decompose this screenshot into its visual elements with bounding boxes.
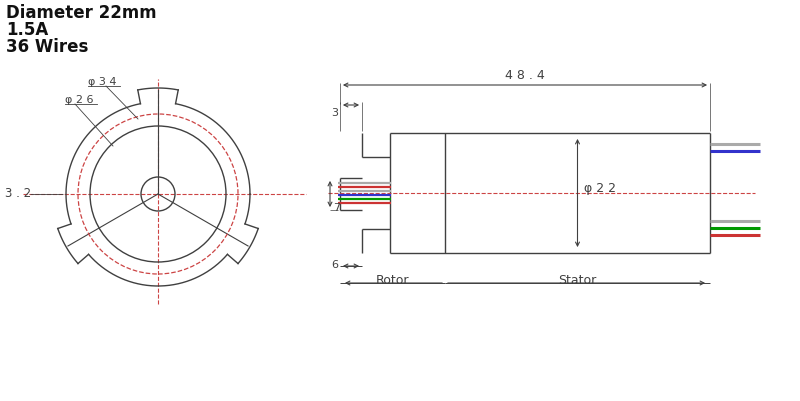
Text: φ 2 6: φ 2 6 [65, 95, 94, 105]
Text: φ 2 2: φ 2 2 [583, 182, 615, 195]
Text: 3: 3 [331, 108, 338, 118]
Text: Stator: Stator [558, 273, 597, 286]
Text: 6: 6 [331, 259, 338, 269]
Text: φ 3 4: φ 3 4 [88, 77, 117, 87]
Text: 4 8 . 4: 4 8 . 4 [505, 69, 545, 82]
Text: 3 . 2: 3 . 2 [5, 187, 31, 200]
Text: 7: 7 [333, 203, 340, 213]
Text: 1.5A: 1.5A [6, 21, 48, 39]
Text: Diameter 22mm: Diameter 22mm [6, 4, 157, 22]
Text: 36 Wires: 36 Wires [6, 38, 88, 56]
Text: Rotor: Rotor [376, 273, 410, 286]
